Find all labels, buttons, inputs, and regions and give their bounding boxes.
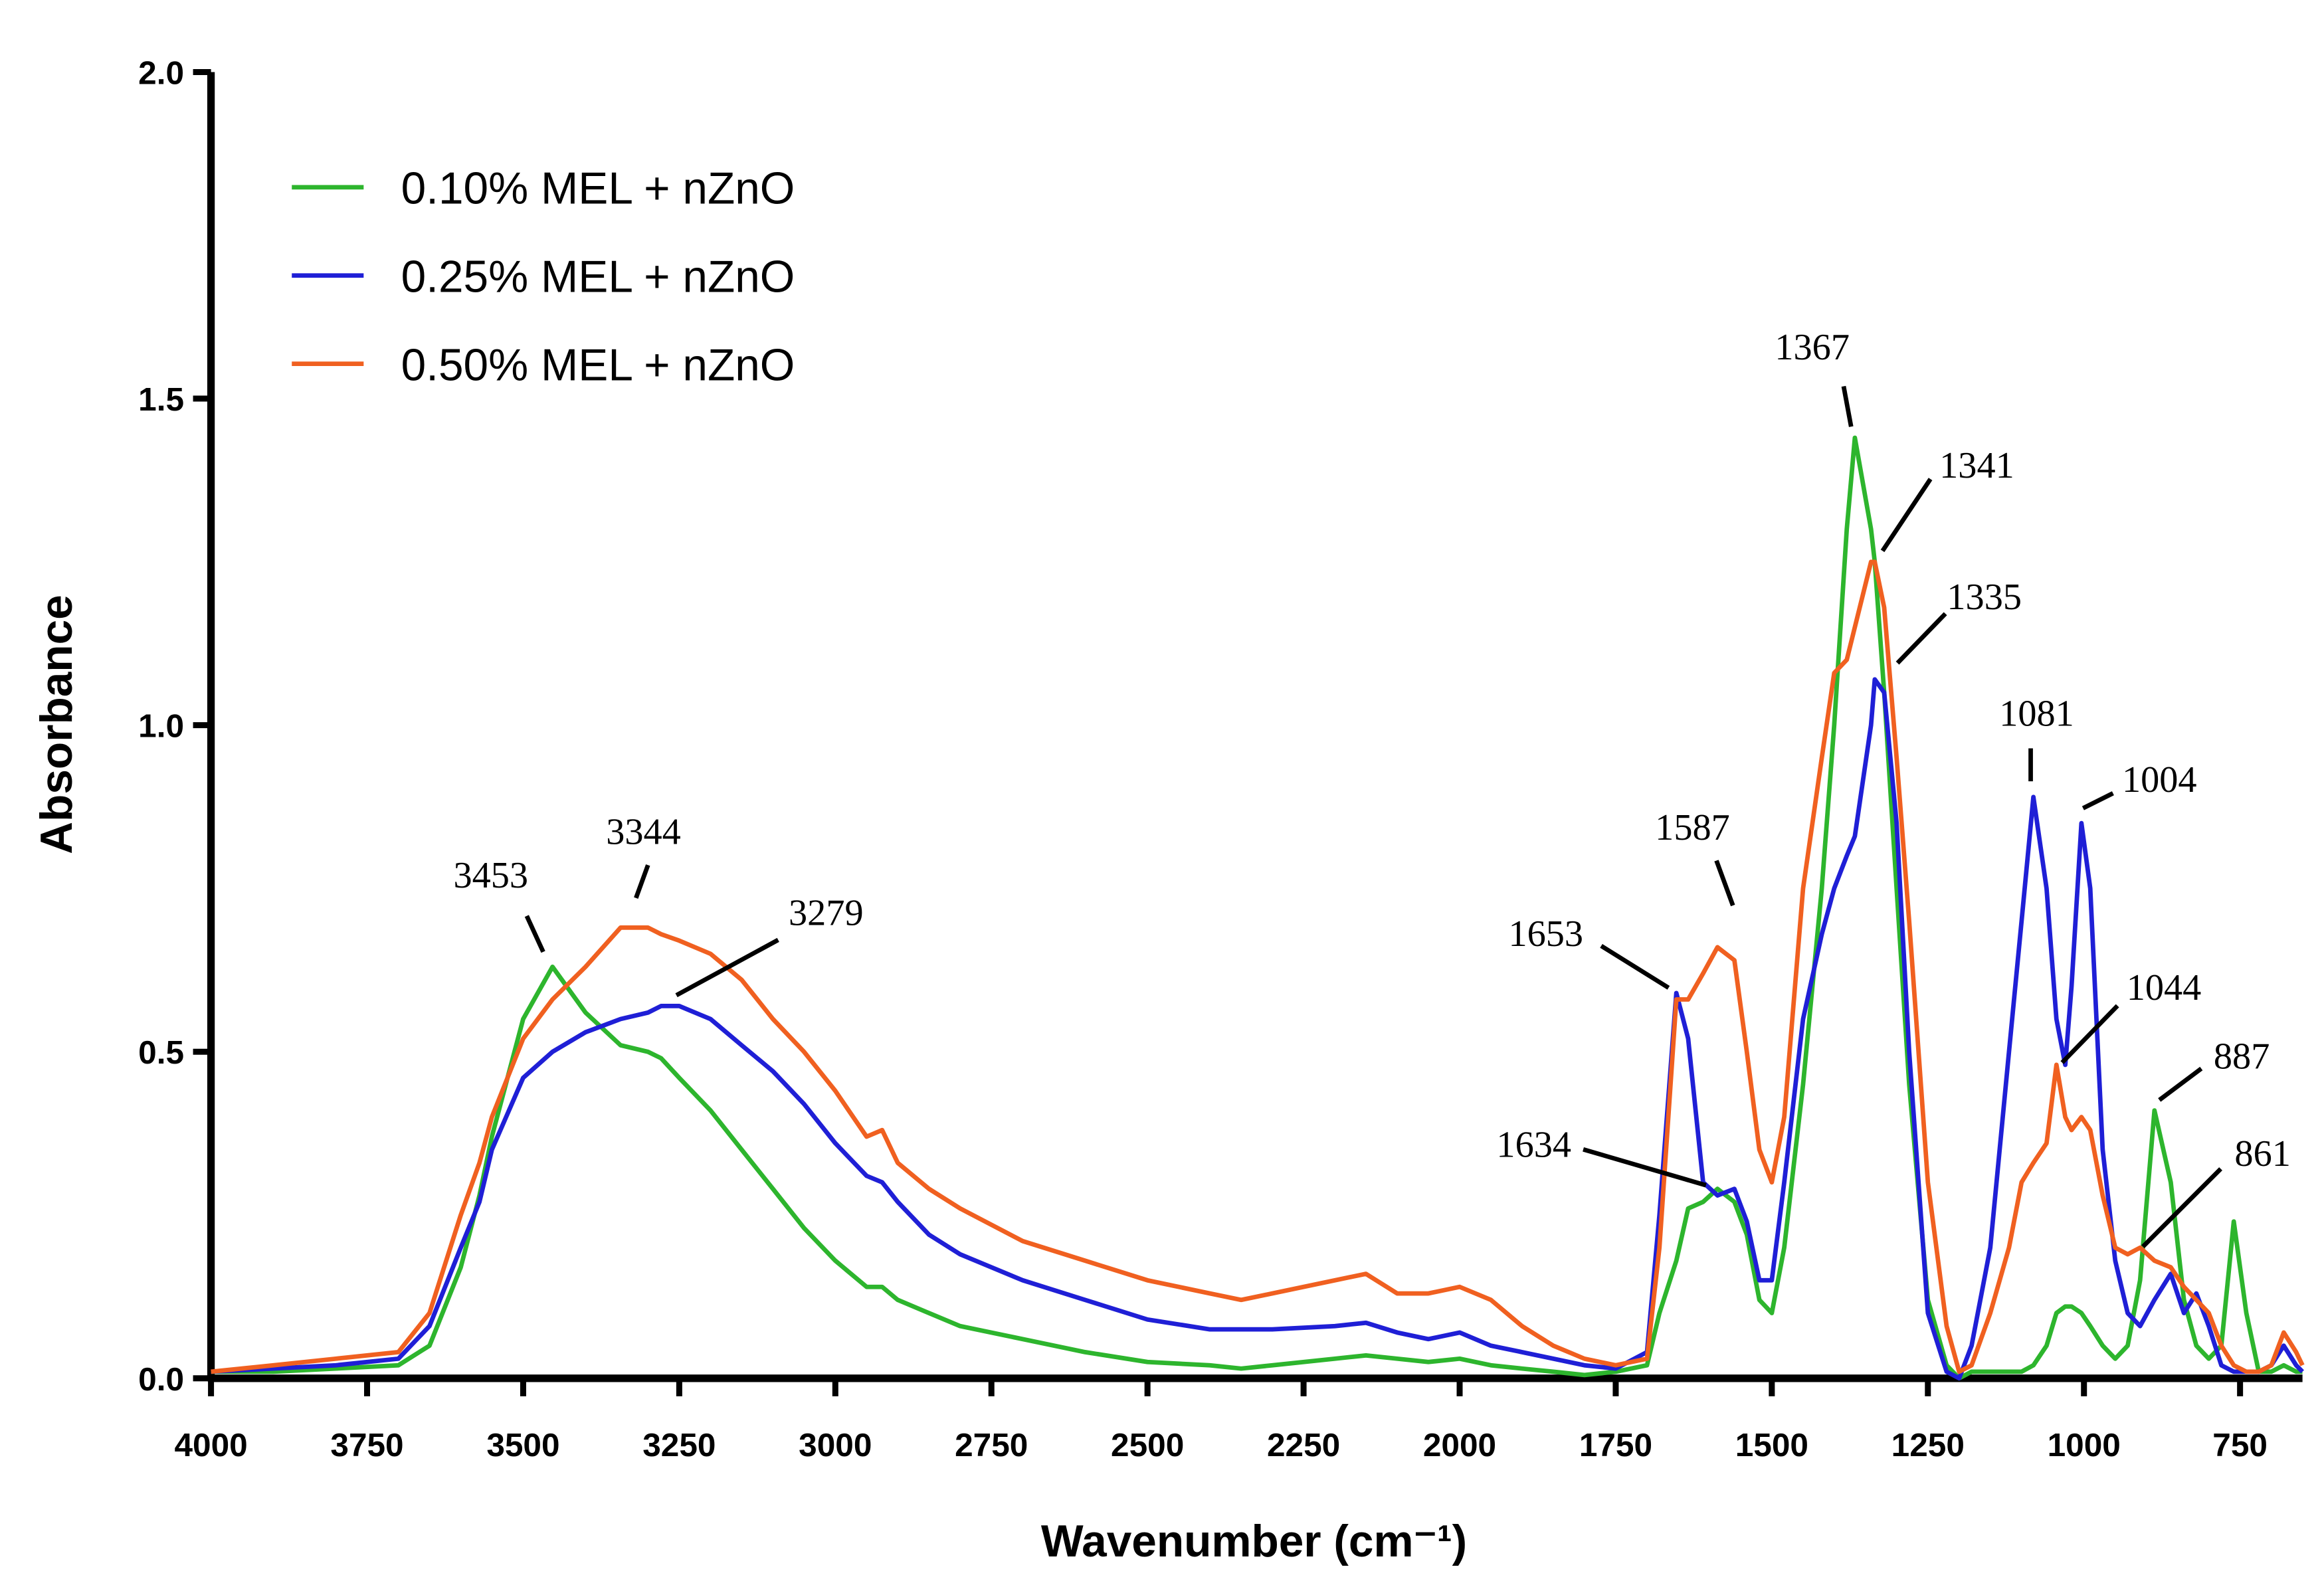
annotation-leader — [1880, 478, 1933, 553]
annotation: 1335 — [1947, 577, 2022, 618]
x-axis-title: Wavenumber (cm⁻¹) — [1041, 1517, 1467, 1566]
annotation: 1634 — [1496, 1124, 1571, 1165]
annotation-leader — [1895, 612, 1947, 665]
x-tick-label: 3750 — [330, 1426, 403, 1463]
legend-label: 0.10% MEL + nZnO — [401, 164, 795, 214]
annotation-leader — [2141, 1167, 2222, 1248]
x-tick-label: 1750 — [1579, 1426, 1652, 1463]
annotation: 1081 — [1999, 694, 2074, 735]
x-tick-label: 1500 — [1735, 1426, 1808, 1463]
annotation-leader — [2158, 1066, 2203, 1102]
annotation-leader — [1714, 860, 1735, 907]
annotation: 1367 — [1775, 327, 1850, 368]
annotation-leader — [2082, 791, 2114, 810]
y-tick-label: 1.0 — [138, 707, 184, 745]
y-tick-label: 1.5 — [138, 381, 184, 418]
x-tick-label: 3000 — [799, 1426, 872, 1463]
annotation-leader — [2060, 1004, 2119, 1064]
x-tick-label: 2250 — [1267, 1426, 1340, 1463]
y-tick-label: 0.5 — [138, 1034, 184, 1071]
x-tick-label: 4000 — [174, 1426, 247, 1463]
annotation-leader — [1841, 385, 1854, 427]
x-tick-label: 1000 — [2048, 1426, 2121, 1463]
series-line — [211, 559, 2305, 1374]
annotation-leader — [1600, 943, 1670, 990]
y-axis-title: Absorbance — [32, 595, 82, 854]
annotation-leader — [524, 915, 545, 953]
y-tick-label: 0.0 — [138, 1360, 184, 1398]
annotation: 1341 — [1939, 445, 2014, 486]
legend-label: 0.50% MEL + nZnO — [401, 340, 795, 390]
series-line — [211, 677, 2304, 1381]
x-tick-label: 2000 — [1423, 1426, 1496, 1463]
annotation: 3344 — [606, 812, 681, 853]
y-tick-label: 2.0 — [138, 54, 184, 91]
annotation: 861 — [2234, 1133, 2290, 1174]
x-tick-label: 3500 — [486, 1426, 559, 1463]
annotation: 1653 — [1508, 913, 1583, 955]
annotation: 1044 — [2127, 967, 2202, 1008]
annotation: 3453 — [453, 855, 528, 896]
x-tick-label: 1250 — [1891, 1426, 1965, 1463]
annotation-leader — [1583, 1147, 1707, 1188]
annotation-leader — [675, 937, 779, 998]
x-tick-label: 2500 — [1111, 1426, 1184, 1463]
annotation: 1587 — [1655, 807, 1730, 848]
series-line — [211, 435, 2303, 1381]
x-tick-label: 750 — [2212, 1426, 2268, 1463]
annotation: 887 — [2214, 1036, 2270, 1077]
annotation: 1004 — [2122, 759, 2197, 800]
x-tick-label: 2750 — [955, 1426, 1028, 1463]
legend-label: 0.25% MEL + nZnO — [401, 252, 795, 302]
annotation: 3279 — [789, 892, 864, 933]
annotation-leader — [634, 864, 650, 899]
x-tick-label: 3250 — [642, 1426, 716, 1463]
